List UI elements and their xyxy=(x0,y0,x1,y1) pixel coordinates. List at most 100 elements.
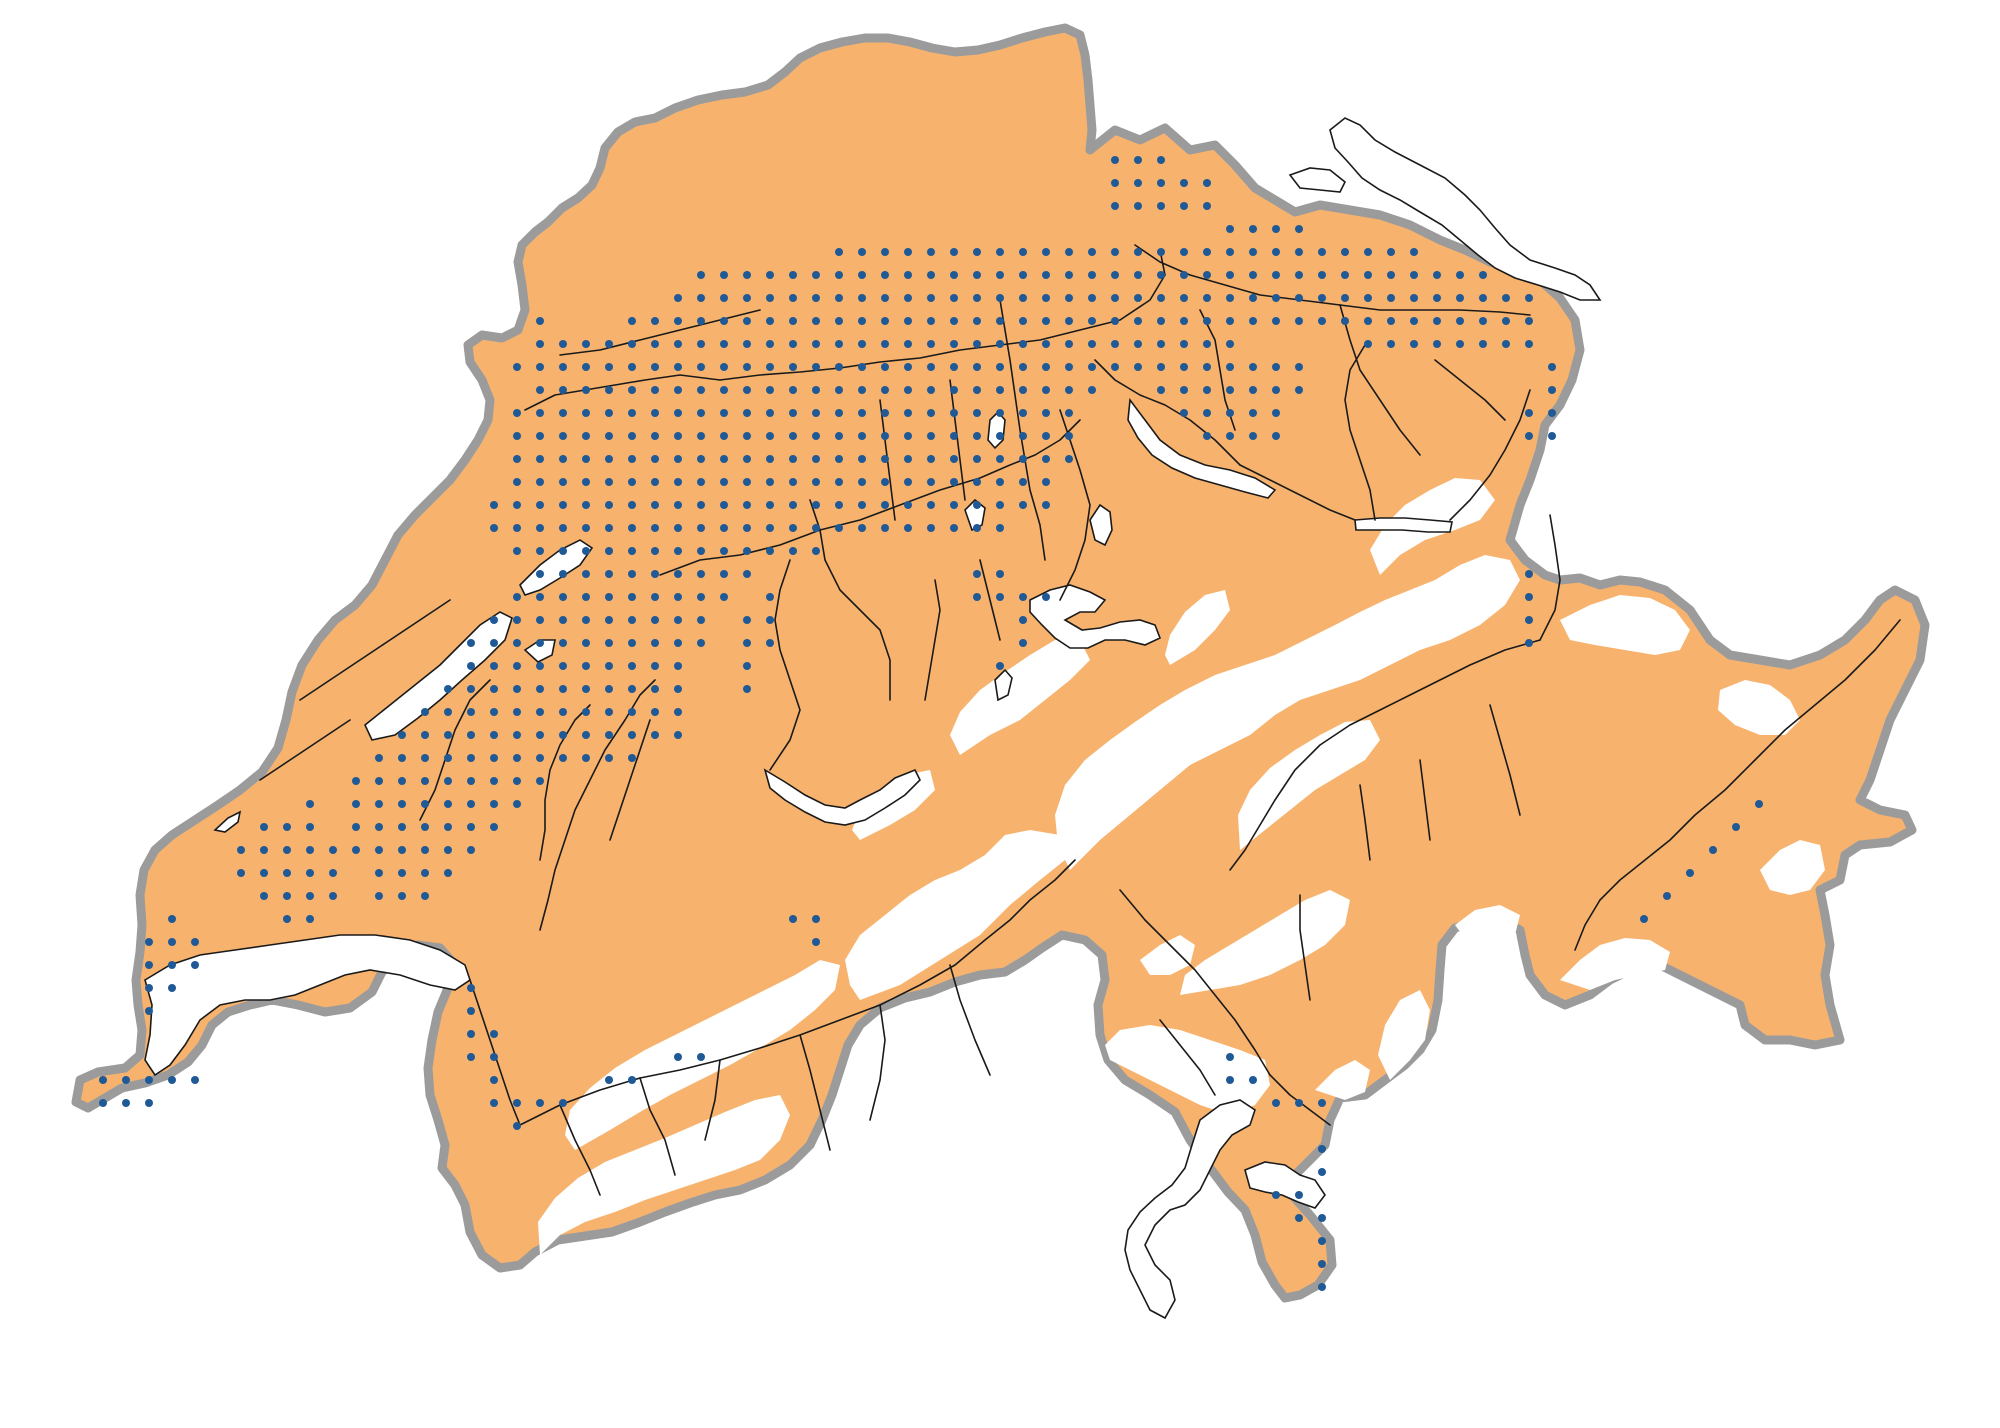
occurrence-dot xyxy=(881,386,889,394)
occurrence-dot xyxy=(145,961,153,969)
occurrence-dot xyxy=(536,478,544,486)
occurrence-dot xyxy=(973,271,981,279)
occurrence-dot xyxy=(927,386,935,394)
occurrence-dot xyxy=(1157,202,1165,210)
occurrence-dot xyxy=(927,409,935,417)
river xyxy=(869,1004,886,1121)
river xyxy=(609,719,651,841)
occurrence-dot xyxy=(697,501,705,509)
occurrence-dot xyxy=(1686,869,1694,877)
occurrence-dot xyxy=(536,570,544,578)
occurrence-dot xyxy=(559,409,567,417)
occurrence-dot xyxy=(628,340,636,348)
river xyxy=(1419,759,1431,841)
occurrence-dot xyxy=(1019,363,1027,371)
occurrence-dot xyxy=(697,478,705,486)
occurrence-dot xyxy=(743,478,751,486)
occurrence-dot xyxy=(1065,363,1073,371)
occurrence-dot xyxy=(881,432,889,440)
occurrence-dot xyxy=(467,800,475,808)
occurrence-dot xyxy=(973,386,981,394)
occurrence-dot xyxy=(1042,432,1050,440)
occurrence-dot xyxy=(996,294,1004,302)
occurrence-dot xyxy=(605,501,613,509)
occurrence-dot xyxy=(1042,501,1050,509)
occurrence-dot xyxy=(582,409,590,417)
occurrence-dot xyxy=(1272,225,1280,233)
occurrence-dot xyxy=(1203,363,1211,371)
occurrence-dot xyxy=(490,777,498,785)
occurrence-dot xyxy=(1019,616,1027,624)
river xyxy=(1229,639,1541,871)
occurrence-dot xyxy=(766,455,774,463)
occurrence-dot xyxy=(375,800,383,808)
occurrence-dot xyxy=(674,363,682,371)
occurrence-dot xyxy=(720,409,728,417)
occurrence-dot xyxy=(996,409,1004,417)
occurrence-dot xyxy=(1226,317,1234,325)
occurrence-dot xyxy=(260,869,268,877)
occurrence-dot xyxy=(536,593,544,601)
occurrence-dot xyxy=(628,662,636,670)
occurrence-dot xyxy=(697,271,705,279)
occurrence-dot xyxy=(881,524,889,532)
occurrence-dot xyxy=(1318,248,1326,256)
occurrence-dot xyxy=(835,248,843,256)
occurrence-dot xyxy=(628,409,636,417)
river xyxy=(259,719,351,781)
occurrence-dot xyxy=(559,685,567,693)
occurrence-dot xyxy=(1226,363,1234,371)
occurrence-dot xyxy=(651,685,659,693)
occurrence-dot xyxy=(628,478,636,486)
occurrence-dot xyxy=(927,363,935,371)
alpine-zone xyxy=(845,830,1080,1000)
occurrence-dot xyxy=(1203,409,1211,417)
occurrence-dot xyxy=(628,501,636,509)
occurrence-dot xyxy=(444,754,452,762)
occurrence-dot xyxy=(697,294,705,302)
occurrence-dot xyxy=(536,432,544,440)
lake xyxy=(364,611,513,741)
occurrence-dot xyxy=(352,800,360,808)
occurrence-dot xyxy=(513,478,521,486)
occurrence-dot xyxy=(1157,340,1165,348)
occurrence-dot xyxy=(1433,340,1441,348)
river xyxy=(1339,304,1421,456)
occurrence-dot xyxy=(605,432,613,440)
occurrence-dot xyxy=(352,846,360,854)
occurrence-dot xyxy=(467,1053,475,1061)
occurrence-dot xyxy=(559,1099,567,1107)
occurrence-dot xyxy=(651,409,659,417)
occurrence-dot xyxy=(858,478,866,486)
occurrence-dot xyxy=(605,708,613,716)
occurrence-dot xyxy=(1525,294,1533,302)
occurrence-dot xyxy=(582,754,590,762)
occurrence-dot xyxy=(1318,1099,1326,1107)
occurrence-dot xyxy=(513,455,521,463)
occurrence-dot xyxy=(1479,294,1487,302)
river xyxy=(799,1034,831,1151)
occurrence-dot xyxy=(950,478,958,486)
occurrence-dot xyxy=(835,271,843,279)
occurrence-dot xyxy=(1525,340,1533,348)
occurrence-dot xyxy=(812,915,820,923)
occurrence-dot xyxy=(1272,432,1280,440)
occurrence-dot xyxy=(1640,915,1648,923)
occurrence-dot xyxy=(1433,294,1441,302)
occurrence-dot xyxy=(858,248,866,256)
lake xyxy=(1329,117,1602,301)
occurrence-dot xyxy=(559,662,567,670)
occurrence-dot xyxy=(398,869,406,877)
occurrence-dot xyxy=(858,271,866,279)
river xyxy=(1359,784,1371,861)
occurrence-dot xyxy=(605,639,613,647)
occurrence-dot xyxy=(536,409,544,417)
occurrence-dot xyxy=(950,432,958,440)
occurrence-dot xyxy=(1410,248,1418,256)
alpine-zone xyxy=(1140,935,1195,975)
occurrence-dot xyxy=(697,570,705,578)
occurrence-dot xyxy=(513,524,521,532)
occurrence-dot xyxy=(1318,1283,1326,1291)
occurrence-dot xyxy=(421,869,429,877)
